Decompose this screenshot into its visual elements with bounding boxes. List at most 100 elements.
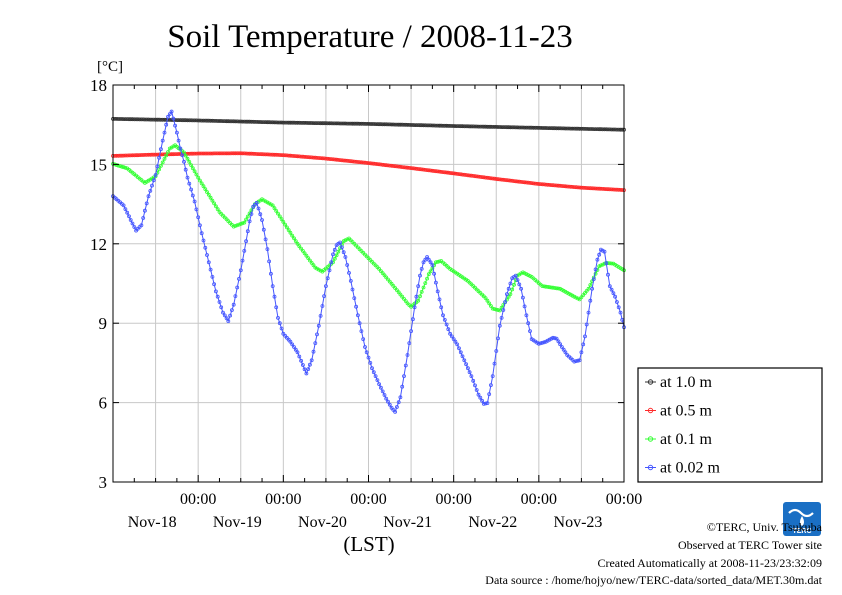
series-marker: [467, 124, 472, 129]
series-marker: [386, 163, 390, 168]
series-marker: [231, 302, 236, 307]
series-marker: [228, 151, 233, 156]
series-marker: [460, 354, 465, 359]
series-marker: [618, 127, 623, 132]
series-marker: [292, 236, 296, 241]
series-marker: [190, 151, 195, 156]
series-marker: [247, 151, 252, 156]
series-marker: [556, 126, 561, 131]
series-marker: [435, 259, 440, 264]
series-marker: [421, 167, 426, 172]
y-tick-label: 18: [90, 76, 107, 95]
series-marker: [256, 152, 261, 157]
series-marker: [183, 153, 188, 158]
x-axis-ticks: 00:00Nov-1800:00Nov-1900:00Nov-2000:00No…: [128, 85, 642, 531]
series-marker: [270, 203, 275, 208]
series-marker: [384, 163, 389, 168]
series-marker: [146, 152, 151, 157]
series-marker: [235, 119, 240, 124]
series-marker: [515, 125, 520, 130]
series-marker: [293, 120, 298, 125]
series-marker: [135, 117, 140, 122]
series-marker: [279, 326, 284, 331]
series-marker: [132, 153, 137, 158]
series-marker: [437, 169, 442, 174]
series-marker: [433, 260, 438, 265]
logo-text: TERC: [792, 528, 811, 535]
series-marker: [274, 208, 279, 213]
series-marker: [240, 151, 245, 156]
series-marker: [125, 210, 130, 215]
series-marker: [306, 256, 311, 261]
series-marker: [199, 181, 204, 186]
series-marker: [524, 180, 529, 185]
series-marker: [586, 127, 591, 131]
series-marker: [357, 121, 362, 126]
series-marker: [426, 123, 431, 128]
series-marker: [315, 155, 319, 160]
series-marker: [270, 284, 275, 289]
series-marker: [426, 168, 431, 173]
series-marker: [219, 119, 224, 123]
series-marker: [540, 284, 545, 289]
series-marker: [492, 125, 497, 129]
series-marker: [400, 384, 405, 389]
series-marker: [425, 255, 430, 259]
series-marker: [258, 212, 263, 217]
series-marker: [607, 261, 612, 266]
series-marker: [423, 167, 428, 172]
series-marker: [545, 126, 550, 131]
series-marker: [515, 179, 520, 184]
series-marker: [384, 122, 389, 127]
series-marker: [208, 118, 213, 123]
series-marker: [286, 228, 291, 233]
series-marker: [162, 156, 167, 161]
series-marker: [492, 176, 497, 181]
series-marker: [137, 117, 142, 122]
series-marker: [529, 125, 534, 130]
series-marker: [192, 118, 197, 123]
series-marker: [547, 126, 552, 131]
x-tick-time-label: 00:00: [180, 491, 216, 508]
series-marker: [501, 125, 506, 129]
series-marker: [327, 268, 332, 273]
series-marker: [501, 177, 506, 182]
series-marker: [128, 218, 133, 222]
series-marker: [599, 127, 603, 132]
series-marker: [233, 223, 238, 228]
series-marker: [425, 168, 430, 173]
series-marker: [602, 249, 607, 254]
series-marker: [268, 120, 273, 125]
series-marker: [134, 153, 139, 158]
series-marker: [371, 370, 376, 375]
series-marker: [448, 171, 453, 175]
series-marker: [522, 304, 527, 309]
series-marker: [238, 119, 243, 124]
series-marker: [215, 294, 220, 299]
series-marker: [139, 117, 144, 122]
series-marker: [528, 125, 532, 130]
series-marker: [231, 119, 236, 124]
series-marker: [190, 166, 195, 171]
series-marker: [556, 286, 561, 291]
series-marker: [274, 120, 279, 125]
series-marker: [577, 126, 582, 131]
series-marker: [464, 173, 469, 177]
series-marker: [316, 323, 321, 328]
series-marker: [158, 147, 163, 152]
series-marker: [352, 296, 357, 301]
series-marker: [421, 260, 426, 265]
series-marker: [483, 175, 488, 180]
series-marker: [517, 179, 522, 184]
series-marker: [343, 255, 348, 259]
series-marker: [574, 185, 578, 190]
series-marker: [519, 286, 523, 291]
series-marker: [471, 124, 476, 129]
x-tick-day-label: Nov-21: [383, 514, 432, 531]
series-marker: [222, 119, 227, 123]
series-marker: [442, 317, 447, 322]
series-marker: [178, 118, 183, 122]
series-marker: [176, 152, 181, 156]
series-marker: [332, 157, 337, 162]
series-marker: [552, 126, 557, 131]
